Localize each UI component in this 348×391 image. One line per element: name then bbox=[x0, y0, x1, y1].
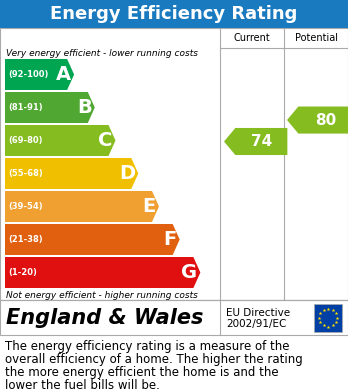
Text: (55-68): (55-68) bbox=[8, 169, 43, 178]
Polygon shape bbox=[224, 128, 287, 155]
Polygon shape bbox=[5, 59, 74, 90]
Text: The energy efficiency rating is a measure of the: The energy efficiency rating is a measur… bbox=[5, 340, 290, 353]
Polygon shape bbox=[5, 92, 95, 123]
Text: Very energy efficient - lower running costs: Very energy efficient - lower running co… bbox=[6, 50, 198, 59]
Polygon shape bbox=[5, 158, 138, 189]
Text: (81-91): (81-91) bbox=[8, 103, 42, 112]
Polygon shape bbox=[5, 257, 200, 288]
Text: E: E bbox=[143, 197, 156, 216]
Polygon shape bbox=[5, 191, 159, 222]
Text: Potential: Potential bbox=[294, 33, 338, 43]
Text: Not energy efficient - higher running costs: Not energy efficient - higher running co… bbox=[6, 291, 198, 300]
Text: the more energy efficient the home is and the: the more energy efficient the home is an… bbox=[5, 366, 279, 379]
Text: (1-20): (1-20) bbox=[8, 268, 37, 277]
Text: Current: Current bbox=[234, 33, 270, 43]
Text: (21-38): (21-38) bbox=[8, 235, 42, 244]
Text: G: G bbox=[181, 263, 197, 282]
Text: England & Wales: England & Wales bbox=[6, 307, 203, 328]
Text: F: F bbox=[164, 230, 177, 249]
Text: B: B bbox=[77, 98, 92, 117]
Text: (39-54): (39-54) bbox=[8, 202, 42, 211]
Text: EU Directive: EU Directive bbox=[226, 307, 290, 317]
Text: Energy Efficiency Rating: Energy Efficiency Rating bbox=[50, 5, 298, 23]
Text: C: C bbox=[98, 131, 112, 150]
Bar bbox=[0, 28, 348, 300]
Text: (92-100): (92-100) bbox=[8, 70, 48, 79]
Polygon shape bbox=[5, 224, 180, 255]
Text: lower the fuel bills will be.: lower the fuel bills will be. bbox=[5, 379, 160, 391]
Text: 74: 74 bbox=[251, 134, 272, 149]
Text: (69-80): (69-80) bbox=[8, 136, 42, 145]
Bar bbox=[0, 0, 348, 28]
Bar bbox=[314, 303, 342, 332]
Text: overall efficiency of a home. The higher the rating: overall efficiency of a home. The higher… bbox=[5, 353, 303, 366]
Polygon shape bbox=[287, 106, 348, 134]
Bar bbox=[0, 300, 348, 335]
Text: 2002/91/EC: 2002/91/EC bbox=[226, 319, 286, 328]
Text: D: D bbox=[119, 164, 135, 183]
Text: 80: 80 bbox=[315, 113, 337, 127]
Text: A: A bbox=[56, 65, 71, 84]
Polygon shape bbox=[5, 125, 116, 156]
